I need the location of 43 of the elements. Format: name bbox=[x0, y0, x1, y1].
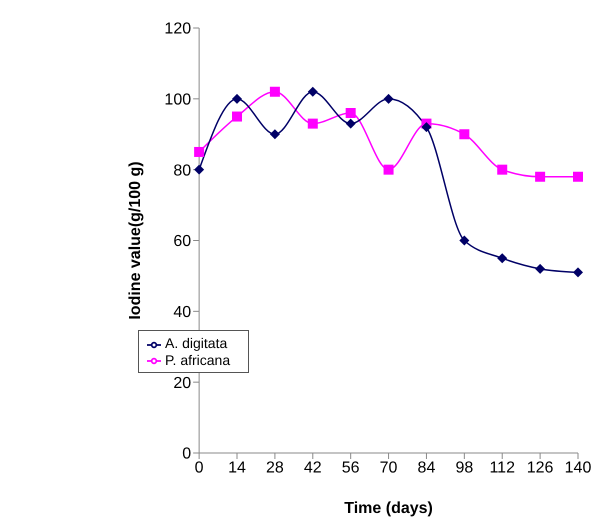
x-tick-label: 98 bbox=[455, 459, 474, 476]
x-tick-label: 84 bbox=[418, 459, 436, 476]
point bbox=[194, 146, 204, 157]
point bbox=[270, 86, 280, 97]
legend-label: A. digitata bbox=[165, 335, 228, 352]
point bbox=[535, 172, 546, 182]
point bbox=[384, 164, 394, 175]
point bbox=[384, 94, 394, 104]
x-tick-label: 126 bbox=[526, 459, 554, 476]
y-tick-label: 0 bbox=[182, 446, 192, 463]
point bbox=[232, 112, 242, 122]
point bbox=[573, 267, 583, 278]
x-tick-label: 112 bbox=[489, 459, 516, 476]
point bbox=[497, 253, 508, 264]
point bbox=[497, 164, 508, 175]
x-tick-label: 28 bbox=[266, 459, 284, 476]
legend-label: P. africana bbox=[165, 352, 230, 368]
point bbox=[194, 164, 204, 175]
x-axis-title: Time (days) bbox=[344, 500, 433, 517]
point bbox=[346, 108, 356, 118]
point bbox=[459, 236, 470, 246]
y-tick-label: 40 bbox=[173, 304, 192, 322]
y-tick-label: 80 bbox=[173, 162, 192, 180]
point bbox=[308, 118, 318, 129]
x-tick-label: 140 bbox=[564, 459, 592, 476]
point bbox=[573, 172, 583, 182]
point bbox=[308, 86, 318, 97]
y-tick-label: 60 bbox=[173, 233, 192, 250]
point bbox=[535, 264, 546, 274]
point bbox=[421, 122, 432, 132]
point bbox=[232, 94, 242, 104]
y-axis-title: Iodine value(g/100 g) bbox=[126, 161, 144, 320]
x-tick-label: 56 bbox=[342, 459, 360, 476]
x-tick-label: 42 bbox=[304, 459, 322, 476]
point bbox=[346, 118, 356, 129]
x-tick-label: 70 bbox=[380, 459, 398, 476]
y-tick-label: 100 bbox=[164, 92, 192, 109]
point bbox=[459, 129, 470, 140]
y-tick-label: 20 bbox=[173, 374, 192, 392]
point bbox=[270, 129, 280, 140]
x-tick-label: 14 bbox=[228, 459, 246, 476]
y-tick-label: 120 bbox=[164, 20, 192, 38]
x-tick-label: 0 bbox=[194, 459, 204, 476]
